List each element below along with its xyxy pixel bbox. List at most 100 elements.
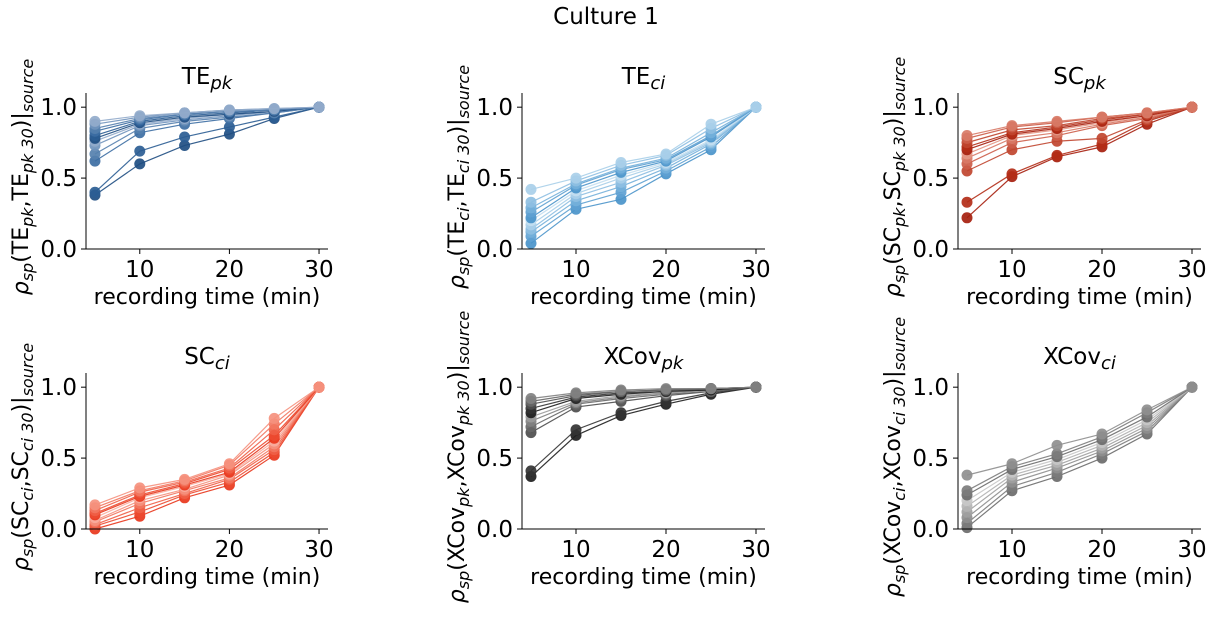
- data-point: [223, 121, 235, 133]
- series-line: [530, 106, 757, 213]
- data-point: [961, 130, 973, 142]
- data-point: [525, 393, 537, 405]
- y-label-part: ,TE: [9, 173, 34, 207]
- series-line: [94, 386, 320, 527]
- series-line: [530, 106, 757, 233]
- data-point: [1096, 428, 1108, 440]
- y-label-sub: sp: [454, 257, 473, 276]
- y-label-part: )|: [9, 396, 34, 412]
- panel-title-main: XCov: [1043, 344, 1101, 370]
- x-tick-label: 30: [741, 257, 770, 283]
- data-point: [89, 186, 101, 198]
- data-point: [660, 383, 672, 395]
- series-line: [966, 386, 1193, 519]
- series-line: [966, 106, 1193, 165]
- y-label-sub: sp: [18, 263, 37, 282]
- y-label-sub: ci: [454, 207, 473, 221]
- y-label-part: ρ: [9, 281, 34, 295]
- y-label-sub: pk 30: [890, 126, 909, 172]
- figure-title: Culture 1: [553, 4, 659, 30]
- y-label-part: ,TE: [445, 173, 470, 207]
- y-tick-label: 1.0: [912, 375, 949, 401]
- series-line: [94, 106, 320, 139]
- y-axis-label: ρsp(XCovpk,XCovpk 30)|source: [445, 311, 473, 604]
- series-line: [966, 106, 1193, 219]
- series-line: [530, 106, 757, 230]
- x-axis-label: recording time (min): [966, 565, 1193, 590]
- panel-title-main: XCov: [604, 344, 662, 370]
- series-line: [966, 106, 1193, 137]
- x-axis-label: recording time (min): [530, 285, 757, 310]
- y-label-sub: sp: [890, 265, 909, 284]
- data-point: [705, 383, 717, 395]
- y-label-part: )|: [445, 118, 470, 134]
- y-tick-label: 0.0: [912, 517, 949, 543]
- panel-title-sub: pk: [660, 353, 684, 374]
- series-line: [530, 106, 757, 226]
- y-label-part: (TE: [445, 221, 470, 257]
- y-label-part: ,SC: [9, 451, 34, 487]
- panel-title-sub: ci: [650, 73, 665, 94]
- data-point: [1186, 101, 1198, 113]
- y-label-part: ,XCov: [445, 425, 470, 487]
- y-label-sub: pk: [454, 487, 473, 508]
- x-tick-label: 10: [997, 257, 1026, 283]
- data-point: [660, 148, 672, 160]
- y-tick-label: 1.0: [40, 375, 77, 401]
- y-label-part: ρ: [445, 275, 470, 289]
- x-tick-label: 20: [215, 537, 244, 563]
- data-point: [1186, 381, 1198, 393]
- panel-title: TEpk: [181, 64, 234, 94]
- y-tick-label: 0.0: [476, 517, 513, 543]
- series-line: [530, 386, 757, 400]
- series-line: [94, 386, 320, 522]
- y-tick-label: 0.0: [912, 237, 949, 263]
- series-line: [530, 386, 757, 428]
- data-point: [525, 465, 537, 477]
- series-line: [966, 106, 1193, 144]
- data-point: [179, 473, 191, 485]
- y-label-sub: ci 30: [18, 412, 37, 451]
- x-tick-label: 20: [1087, 257, 1116, 283]
- series-line: [966, 386, 1193, 529]
- x-tick-label: 10: [125, 257, 154, 283]
- series-line: [966, 386, 1193, 492]
- x-tick-label: 20: [215, 257, 244, 283]
- data-point: [570, 387, 582, 399]
- y-label-part: ρ: [881, 283, 906, 297]
- series-line: [94, 386, 320, 519]
- series-line: [94, 106, 320, 196]
- panel-title-main: SC: [1053, 64, 1084, 90]
- y-label-sub: pk: [890, 207, 909, 228]
- series-line: [530, 386, 757, 472]
- y-axis-label: ρsp(TEci,TEci 30)|source: [445, 65, 473, 289]
- y-label-sub: source: [18, 59, 37, 113]
- series-line: [966, 106, 1193, 151]
- series-line: [94, 386, 320, 523]
- data-point: [750, 101, 762, 113]
- y-tick-label: 0.0: [476, 237, 513, 263]
- series-line: [530, 106, 757, 191]
- x-tick-label: 10: [561, 257, 590, 283]
- x-axis-label: recording time (min): [94, 285, 321, 310]
- x-tick-label: 20: [1087, 537, 1116, 563]
- data-point: [134, 110, 146, 122]
- y-tick-label: 1.0: [476, 95, 513, 121]
- y-tick-label: 0.5: [40, 166, 77, 192]
- data-point: [313, 381, 325, 393]
- y-label-part: )|: [9, 112, 34, 128]
- data-point: [313, 101, 325, 113]
- series-line: [530, 106, 757, 209]
- series-line: [530, 106, 757, 237]
- data-point: [961, 485, 973, 497]
- y-label-sub: ci: [890, 487, 909, 501]
- y-label-sub: source: [18, 343, 37, 397]
- y-label-sub: pk 30: [454, 380, 473, 426]
- data-point: [615, 384, 627, 396]
- y-label-sub: ci: [18, 487, 37, 501]
- data-point: [570, 424, 582, 436]
